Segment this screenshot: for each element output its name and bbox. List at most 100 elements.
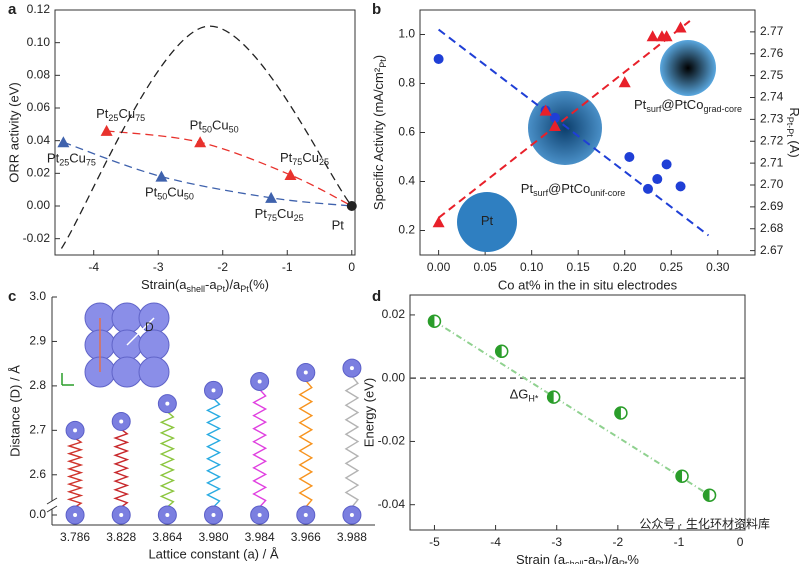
y-tick-label: 0.6 — [398, 125, 415, 139]
x-axis-label-part: shell — [187, 284, 206, 294]
y-axis-label: ORR activity (eV) — [6, 82, 21, 182]
particle-label-part: Pt — [634, 97, 647, 112]
point — [624, 152, 635, 162]
x-tick-label: 3.984 — [245, 530, 275, 544]
circle-marker — [433, 54, 444, 64]
y2-tick-label: 2.67 — [760, 243, 784, 257]
x-axis-label-part: -a — [205, 277, 217, 292]
y-tick-label: 0.8 — [398, 76, 415, 90]
point-label-part: Pt — [96, 106, 109, 121]
spring — [159, 411, 176, 508]
x-tick-label: 0.00 — [427, 260, 451, 274]
y2-axis-label-part: (Å) — [787, 137, 799, 158]
point — [546, 390, 561, 404]
y2-tick-label: 2.75 — [760, 68, 784, 82]
y2-axis-label-part: R — [787, 107, 799, 116]
inset-atom — [111, 356, 143, 388]
point-label-part: 25 — [294, 213, 304, 223]
point-label-part: 50 — [184, 192, 194, 202]
y2-tick-label: 2.71 — [760, 155, 784, 169]
y2-axis-label: RPt-Pt (Å) — [785, 107, 799, 157]
atom-highlight — [211, 388, 216, 393]
spring — [344, 375, 360, 508]
point-label-part: 75 — [292, 157, 302, 167]
point-label: Pt — [332, 217, 345, 232]
x-axis-label-part: Strain(a — [141, 277, 187, 292]
x-tick-label: 3.864 — [152, 530, 182, 544]
point-label-part: Cu — [277, 206, 294, 221]
point-label: Pt75Cu25 — [255, 206, 304, 223]
particle-label-part: unif-core — [590, 188, 625, 198]
inset-label: D — [145, 320, 154, 334]
x-tick-label: 0.25 — [660, 260, 684, 274]
point — [549, 112, 560, 123]
triangle-marker — [548, 119, 561, 131]
particle-label: Ptsurf@PtCograd-core — [634, 97, 742, 114]
particle-label-part: @PtCo — [661, 97, 703, 112]
x-axis-label: Lattice constant (a) / Å — [148, 546, 278, 561]
x-axis-label-part: Pt — [240, 284, 249, 294]
y-tick-label: 0.00 — [27, 198, 51, 212]
circle-marker — [642, 183, 653, 194]
particle-label: Ptsurf@PtCounif-core — [521, 181, 625, 198]
plot-frame — [54, 9, 356, 256]
particle-label-part: grad-core — [703, 104, 742, 114]
inset-atom — [138, 356, 170, 388]
particle-label-part: Pt — [521, 181, 534, 196]
y-tick-label: -0.04 — [378, 497, 406, 511]
triangle-marker — [432, 216, 445, 228]
spring — [252, 388, 268, 508]
point-label-part: 25 — [108, 113, 118, 123]
y-tick-label: 0.08 — [27, 68, 51, 82]
y2-tick-label: 2.72 — [760, 133, 784, 147]
point — [432, 216, 445, 228]
y-axis-label-part: Specific Activity (mA/cm² — [371, 67, 386, 210]
y-tick-label: 2.8 — [29, 378, 46, 392]
x-axis-label: Strain(ashell-aPt)/aPt(%) — [141, 277, 269, 294]
half-marker-fill — [703, 489, 710, 502]
triangle-marker — [284, 168, 297, 180]
point — [661, 159, 672, 170]
panel-label: b — [372, 1, 381, 18]
atom-highlight — [349, 513, 354, 517]
x-axis-label: Strain (ashell-aPt)/aPt% — [516, 552, 639, 564]
y-tick-label: 2.6 — [29, 467, 46, 481]
point — [674, 21, 687, 33]
y-tick-label: 0.06 — [27, 100, 51, 114]
point — [702, 488, 717, 502]
y2-tick-label: 2.70 — [760, 177, 784, 191]
point-label: Pt25Cu75 — [47, 151, 96, 168]
x-tick-label: 0.05 — [473, 260, 497, 274]
top-atom — [65, 420, 85, 440]
particle-label-part: @PtCo — [548, 181, 590, 196]
top-atom — [204, 380, 223, 400]
triangle-marker — [194, 136, 207, 148]
point-label-part: Cu — [212, 118, 229, 133]
x-axis-label: Co at% in the in situ electrodes — [498, 277, 678, 292]
point — [155, 170, 168, 182]
top-atom — [342, 358, 362, 378]
x-tick-label: -1 — [674, 535, 685, 549]
atom-highlight — [257, 513, 262, 517]
y-axis-label-part: Pt — [378, 59, 388, 68]
x-tick-label: 0.30 — [706, 260, 730, 274]
y-tick-label: 0.04 — [27, 133, 51, 147]
triangle-marker — [660, 30, 673, 42]
point — [675, 469, 689, 483]
point-label-part: 75 — [86, 158, 96, 168]
point-label-part: Cu — [118, 106, 135, 121]
point — [194, 136, 207, 148]
spring — [66, 437, 84, 508]
triangle-marker — [155, 170, 168, 182]
panel-label: d — [372, 288, 381, 305]
point-label-part: Cu — [69, 151, 86, 166]
x-tick-label: -1 — [282, 260, 293, 274]
y2-tick-label: 2.76 — [760, 46, 784, 60]
fit-line — [60, 25, 353, 249]
x-tick-label: -3 — [551, 535, 562, 549]
axes-icon — [61, 373, 74, 386]
y-tick-label: 0.0 — [29, 507, 46, 521]
x-axis-label-part: )/a — [225, 277, 241, 292]
x-tick-label: -2 — [217, 260, 228, 274]
